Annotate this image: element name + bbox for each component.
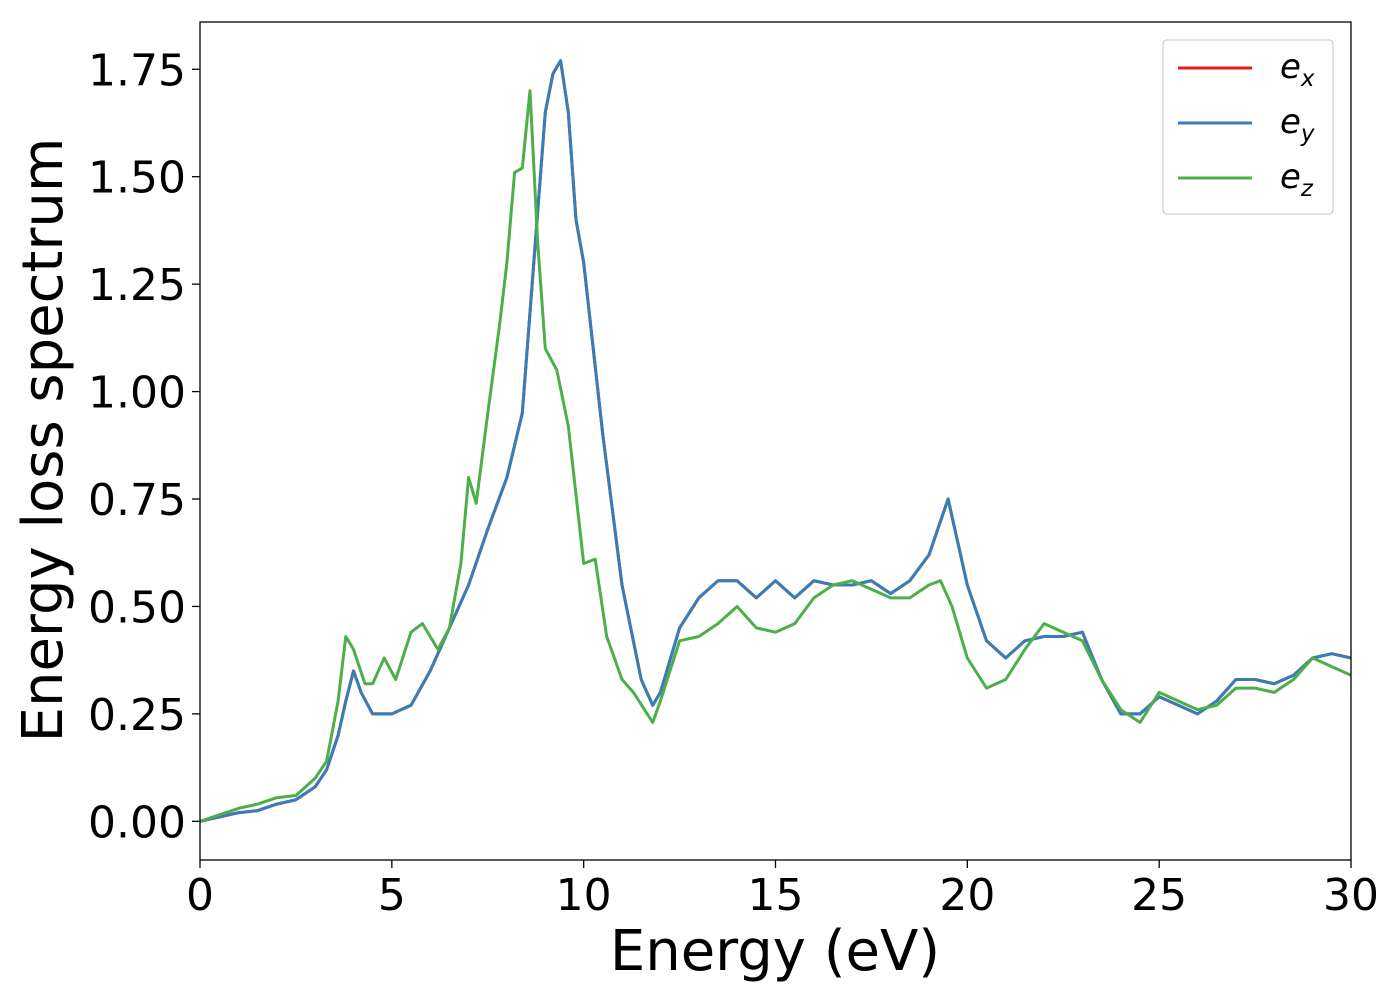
y-tick-label: 0.25 [88, 690, 186, 741]
y-tick-label: 1.50 [88, 153, 186, 204]
series-line-ez [199, 89, 1352, 823]
y-tick-label: 0.00 [88, 797, 186, 848]
legend-box [1162, 39, 1334, 215]
y-tick-label: 1.25 [88, 260, 186, 311]
x-tick-label: 20 [939, 870, 995, 921]
legend-label-subscript: z [1300, 176, 1314, 202]
x-tick-label: 25 [1131, 870, 1187, 921]
x-tick-label: 15 [748, 870, 804, 921]
y-axis-title: Energy loss spectrum [11, 138, 76, 743]
x-tick-label: 30 [1323, 870, 1379, 921]
x-axis-title: Energy (eV) [610, 919, 940, 984]
x-tick-label: 10 [556, 870, 612, 921]
y-tick-label: 1.00 [88, 368, 186, 419]
series-lines [199, 59, 1352, 823]
x-tick-label: 5 [378, 870, 406, 921]
legend-label-subscript: y [1300, 121, 1315, 147]
y-tick-label: 1.75 [88, 45, 186, 96]
legend-label-subscript: x [1300, 66, 1315, 92]
series-line-ey [199, 59, 1352, 823]
y-axis: 0.00 0.25 0.50 0.75 1.00 1.25 1.50 1.75 [88, 45, 200, 848]
x-axis: 0 5 10 15 20 25 30 [186, 860, 1379, 921]
y-tick-label: 0.75 [88, 475, 186, 526]
y-tick-label: 0.50 [88, 582, 186, 633]
x-tick-label: 0 [186, 870, 214, 921]
